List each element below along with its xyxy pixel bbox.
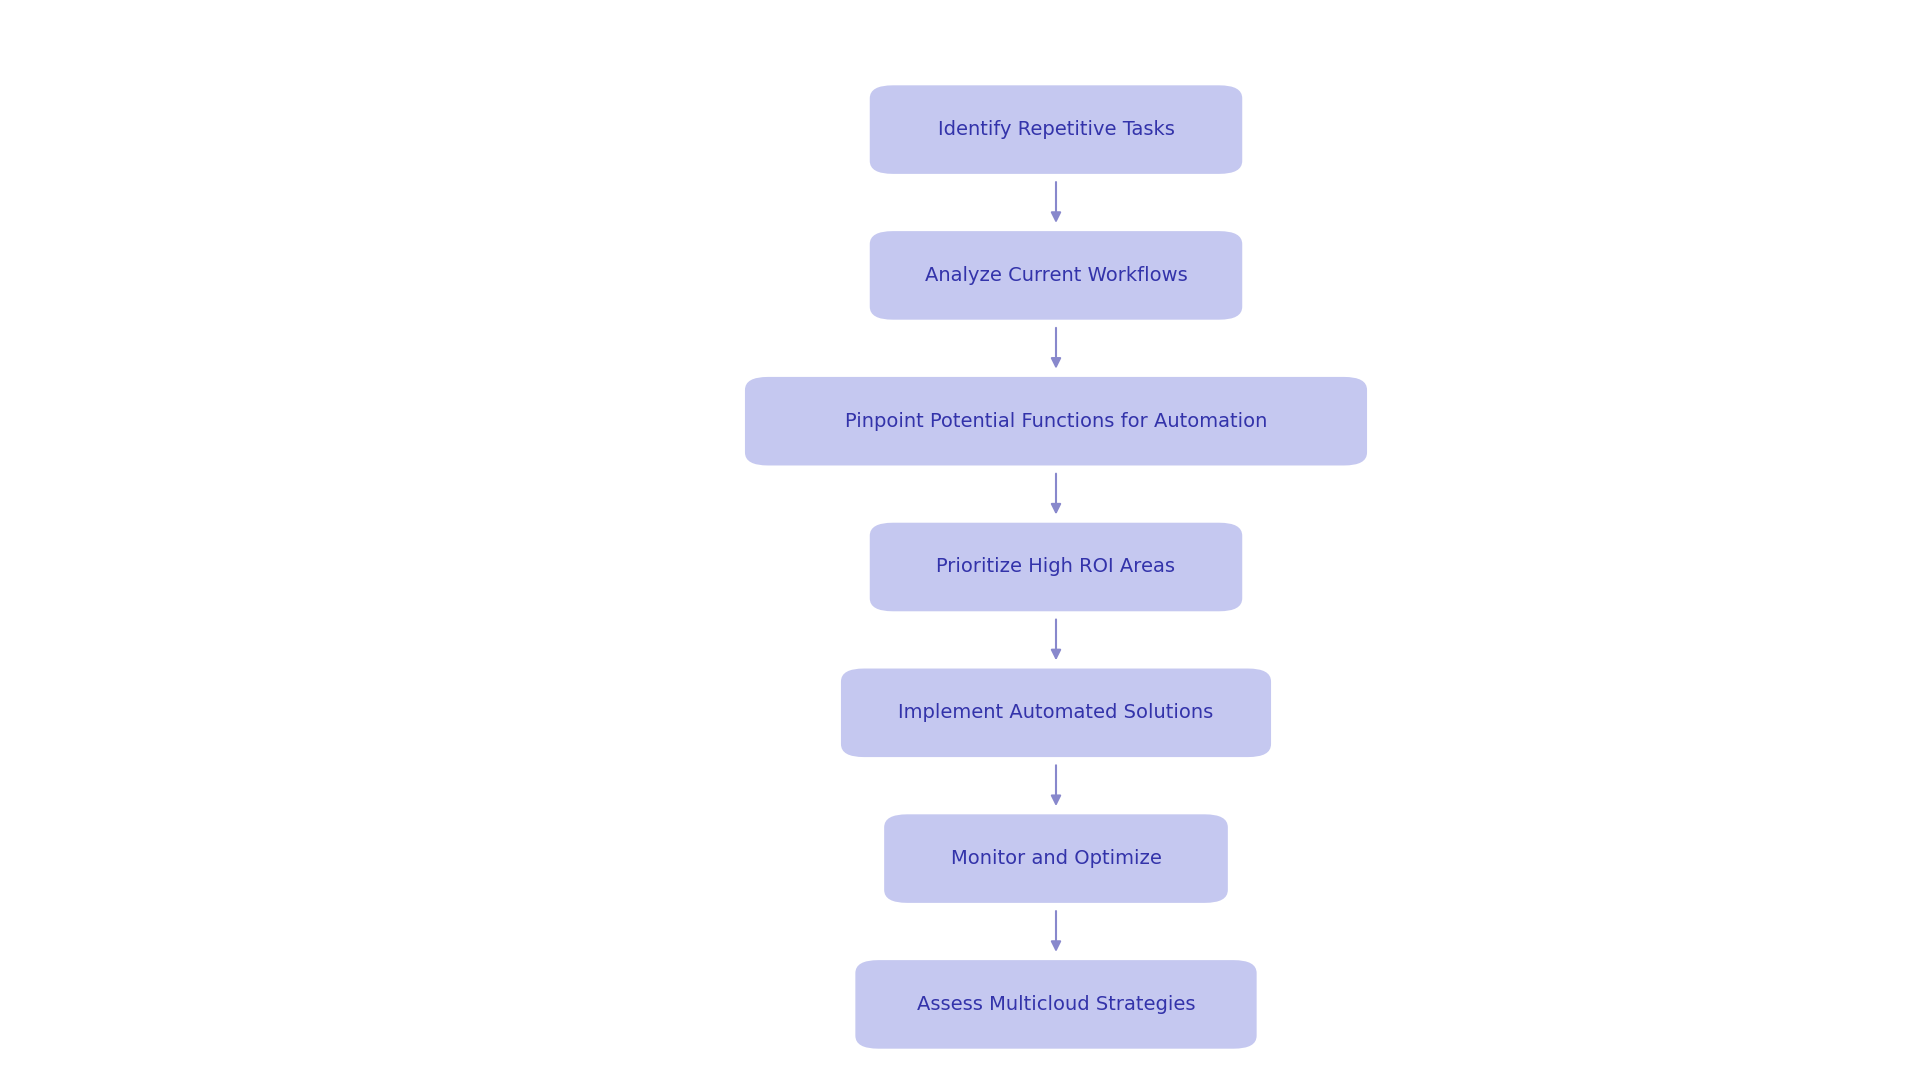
- Text: Analyze Current Workflows: Analyze Current Workflows: [925, 266, 1187, 285]
- Text: Assess Multicloud Strategies: Assess Multicloud Strategies: [916, 995, 1196, 1014]
- FancyBboxPatch shape: [870, 523, 1242, 611]
- Text: Identify Repetitive Tasks: Identify Repetitive Tasks: [937, 120, 1175, 139]
- Text: Pinpoint Potential Functions for Automation: Pinpoint Potential Functions for Automat…: [845, 411, 1267, 431]
- Text: Monitor and Optimize: Monitor and Optimize: [950, 849, 1162, 868]
- Text: Prioritize High ROI Areas: Prioritize High ROI Areas: [937, 557, 1175, 577]
- Text: Implement Automated Solutions: Implement Automated Solutions: [899, 703, 1213, 723]
- FancyBboxPatch shape: [883, 814, 1229, 903]
- FancyBboxPatch shape: [841, 669, 1271, 757]
- FancyBboxPatch shape: [856, 960, 1256, 1049]
- FancyBboxPatch shape: [870, 231, 1242, 320]
- FancyBboxPatch shape: [870, 85, 1242, 174]
- FancyBboxPatch shape: [745, 377, 1367, 465]
